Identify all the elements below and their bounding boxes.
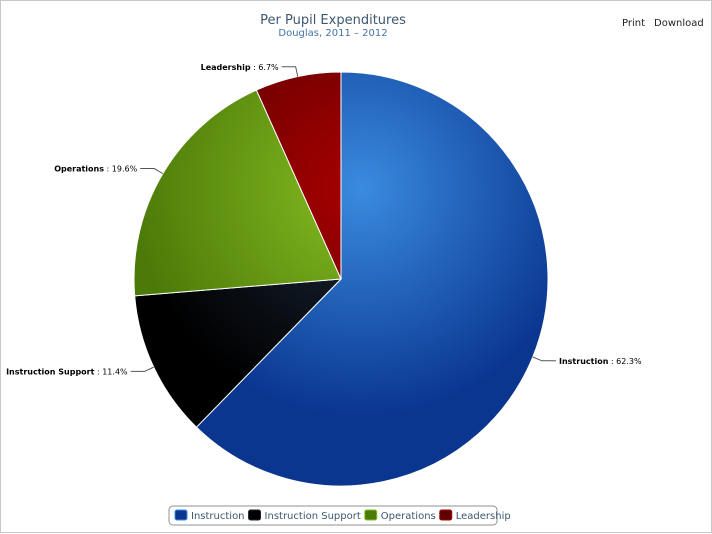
data-label-instruction-support: Instruction Support : 11.4% [6,367,128,376]
legend-label-instruction-support: Instruction Support [265,511,361,522]
legend-swatch-leadership [439,509,453,521]
legend-item-instruction[interactable]: Instruction [174,509,245,522]
data-label-leadership: Leadership : 6.7% [201,63,279,72]
connector-instruction-support [130,366,154,372]
data-label-instruction: Instruction : 62.3% [559,357,642,366]
connector-operations [140,168,164,175]
data-label-operations: Operations : 19.6% [54,165,137,174]
legend-item-instruction-support[interactable]: Instruction Support [248,509,361,522]
pie-slice-leadership[interactable] [255,71,342,280]
download-button[interactable]: Download [654,18,704,29]
legend: Instruction Instruction Support Operations… [168,505,511,526]
legend-item-operations[interactable]: Operations [364,509,436,522]
legend-swatch-instruction [174,509,188,521]
pie-slices [133,71,549,487]
chart-title: Per Pupil Expenditures [260,13,406,28]
legend-label-instruction: Instruction [191,511,245,522]
legend-item-leadership[interactable]: Leadership [439,509,511,522]
legend-label-operations: Operations [381,511,436,522]
pie-slice-instruction-support[interactable] [134,278,343,428]
connector-instruction [532,356,556,362]
print-button[interactable]: Print [622,18,645,29]
legend-label-leadership: Leadership [456,511,511,522]
chart-subtitle: Douglas, 2011 – 2012 [278,28,387,39]
data-label-connectors [130,66,556,372]
data-labels: Instruction : 62.3% Instruction Support :… [6,63,642,377]
connector-leadership [281,66,299,77]
legend-swatch-operations [364,509,378,521]
legend-swatch-instruction-support [248,509,262,521]
